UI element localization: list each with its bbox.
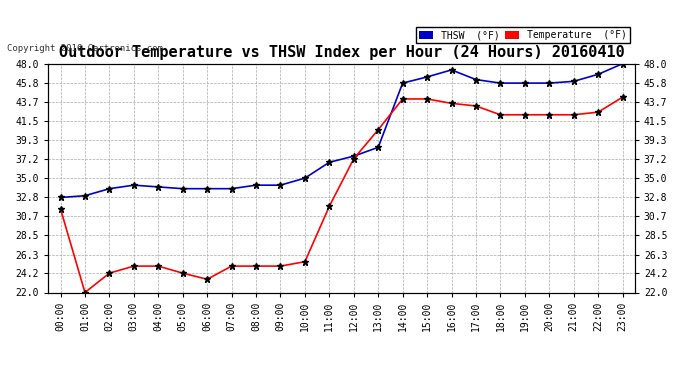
Text: Copyright 2016 Cartronics.com: Copyright 2016 Cartronics.com: [7, 44, 163, 52]
Title: Outdoor Temperature vs THSW Index per Hour (24 Hours) 20160410: Outdoor Temperature vs THSW Index per Ho…: [59, 45, 624, 60]
Legend: THSW  (°F), Temperature  (°F): THSW (°F), Temperature (°F): [416, 27, 630, 43]
